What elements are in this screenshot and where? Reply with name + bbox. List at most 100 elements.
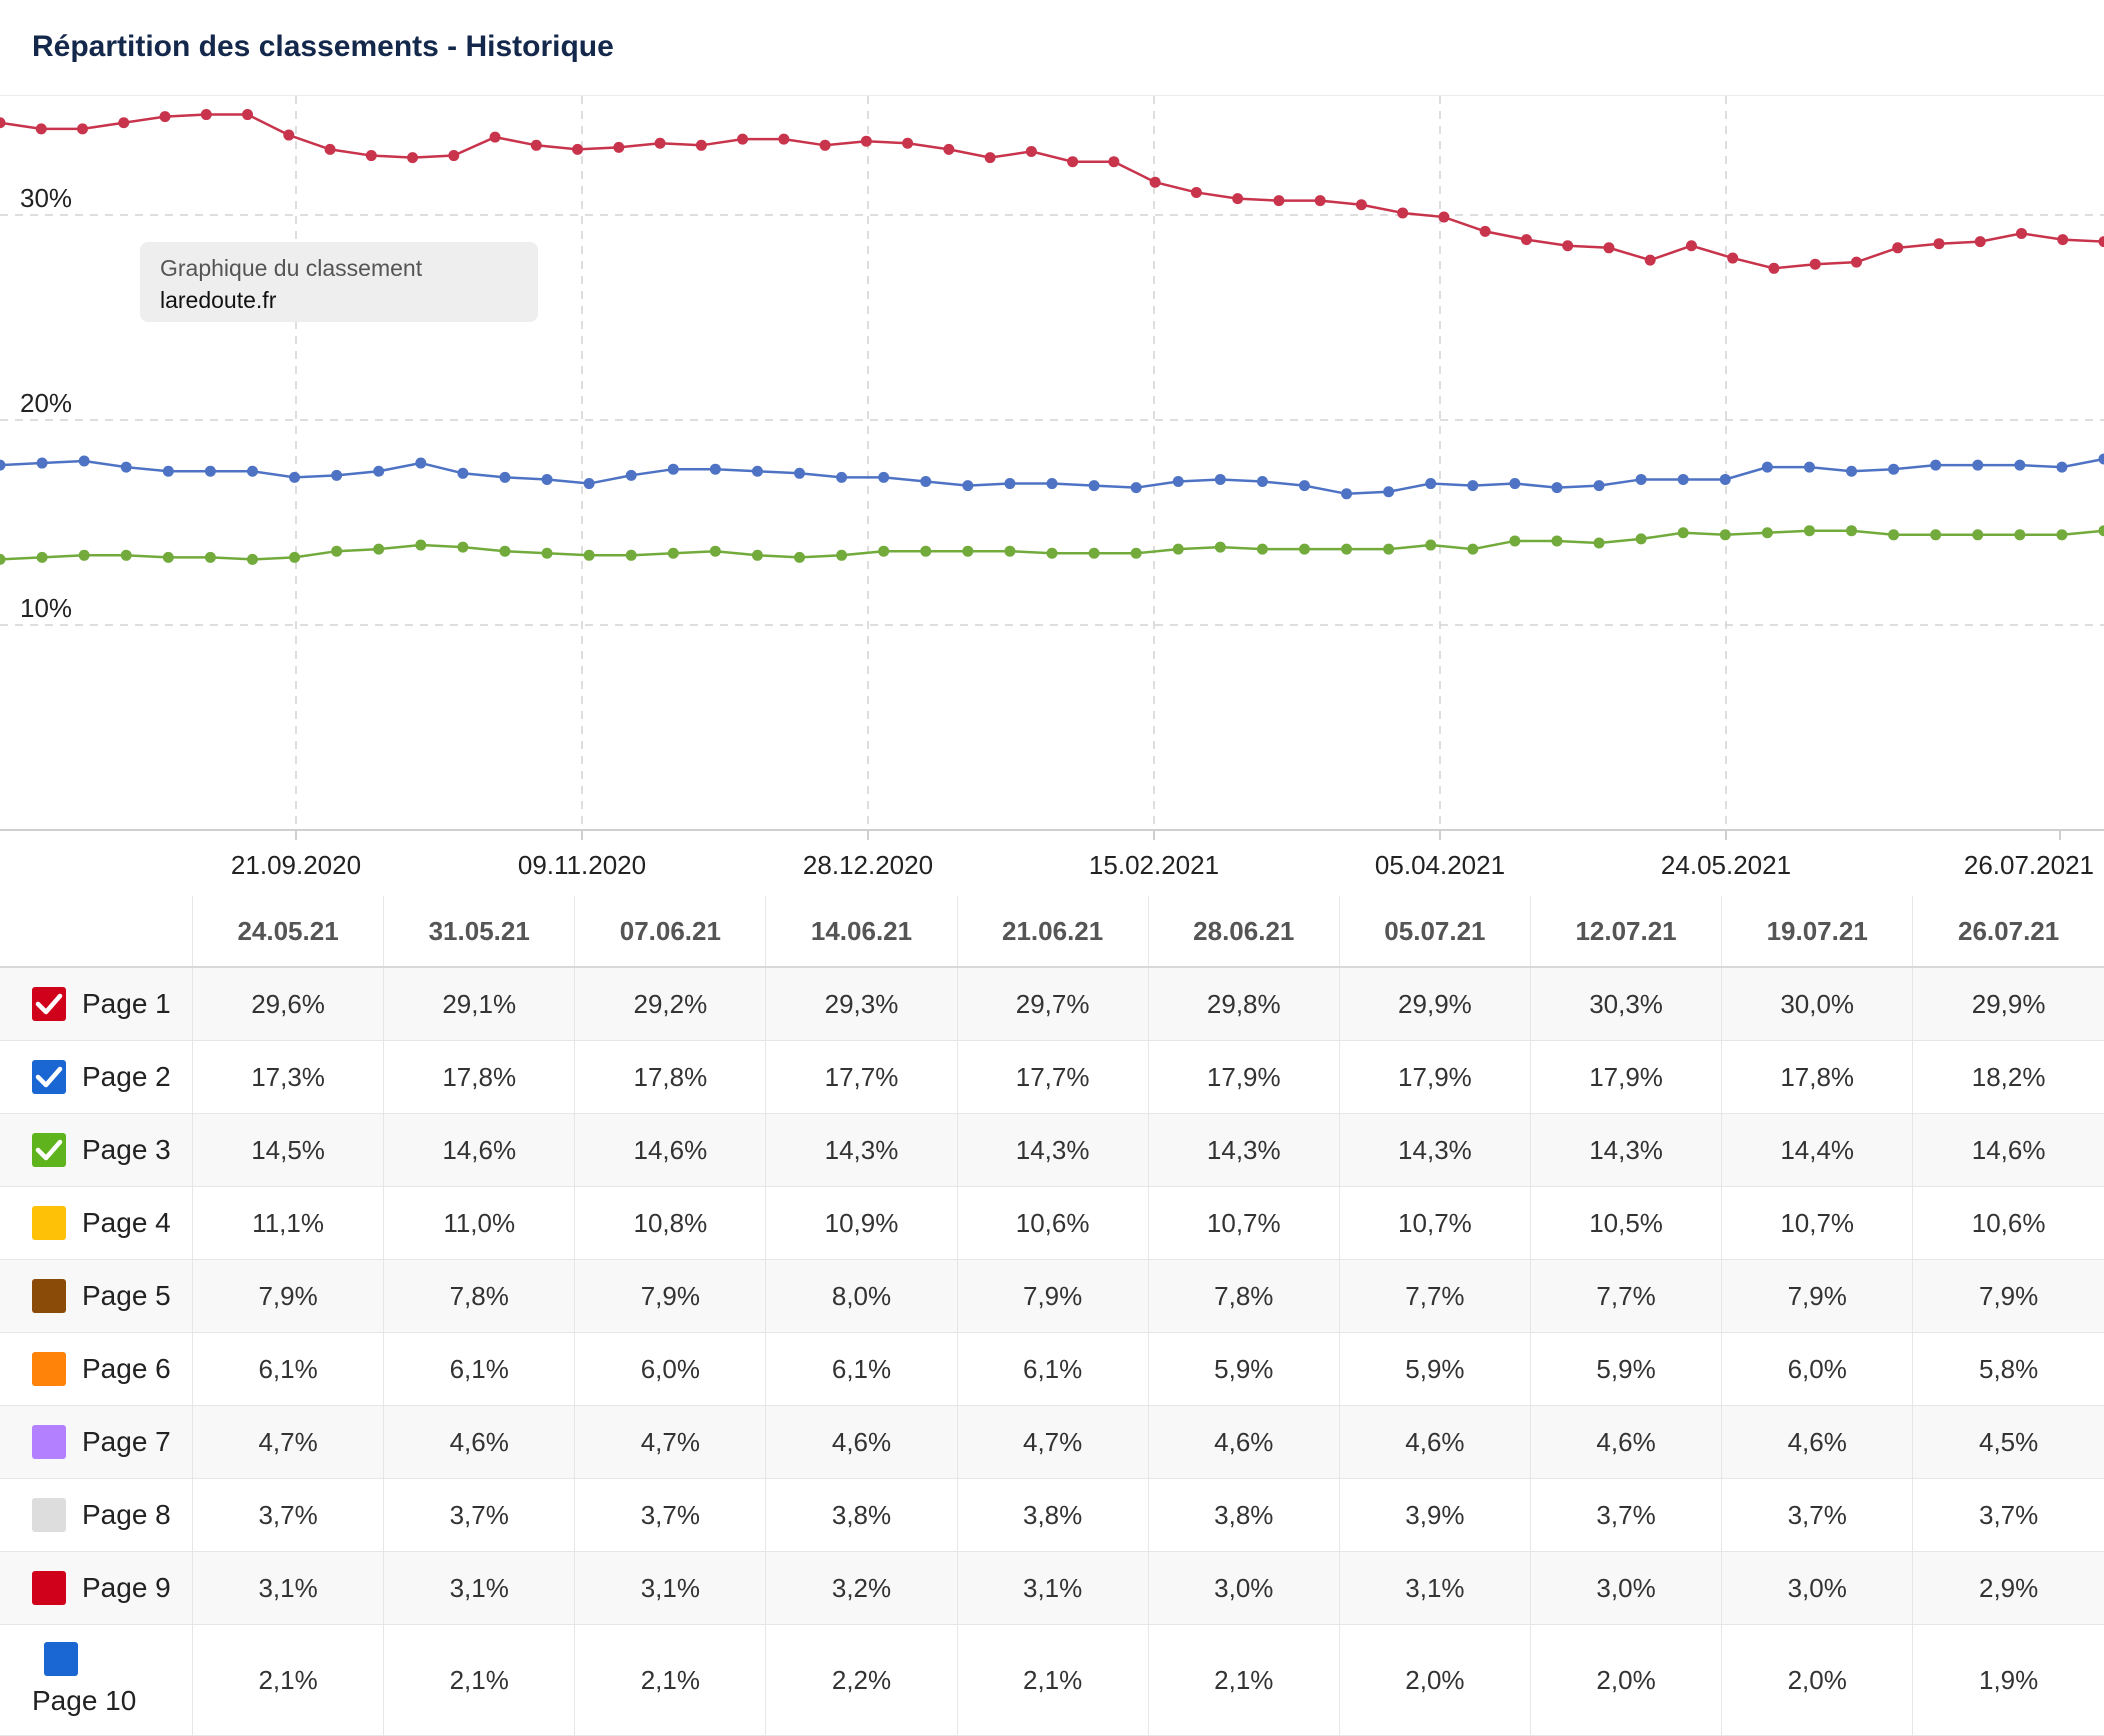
- data-point[interactable]: [778, 134, 789, 145]
- data-point[interactable]: [205, 466, 216, 477]
- data-point[interactable]: [1047, 548, 1058, 559]
- data-point[interactable]: [985, 152, 996, 163]
- data-point[interactable]: [1257, 544, 1268, 555]
- data-point[interactable]: [1273, 195, 1284, 206]
- color-swatch-toggle[interactable]: [32, 1352, 66, 1386]
- data-point[interactable]: [0, 554, 6, 565]
- data-point[interactable]: [407, 152, 418, 163]
- data-point[interactable]: [1467, 480, 1478, 491]
- data-point[interactable]: [1972, 529, 1983, 540]
- data-point[interactable]: [626, 470, 637, 481]
- data-point[interactable]: [1341, 544, 1352, 555]
- data-point[interactable]: [1299, 544, 1310, 555]
- data-point[interactable]: [1299, 480, 1310, 491]
- data-point[interactable]: [79, 456, 90, 467]
- data-point[interactable]: [2099, 525, 2104, 536]
- data-point[interactable]: [373, 544, 384, 555]
- data-point[interactable]: [1930, 529, 1941, 540]
- data-point[interactable]: [415, 540, 426, 551]
- data-point[interactable]: [836, 550, 847, 561]
- data-point[interactable]: [1594, 538, 1605, 549]
- data-point[interactable]: [1551, 535, 1562, 546]
- data-point[interactable]: [37, 458, 48, 469]
- data-point[interactable]: [1004, 478, 1015, 489]
- data-point[interactable]: [1257, 476, 1268, 487]
- data-point[interactable]: [1397, 207, 1408, 218]
- data-point[interactable]: [1720, 529, 1731, 540]
- data-point[interactable]: [289, 552, 300, 563]
- data-point[interactable]: [710, 464, 721, 475]
- data-point[interactable]: [36, 123, 47, 134]
- data-point[interactable]: [1004, 546, 1015, 557]
- data-point[interactable]: [1089, 548, 1100, 559]
- data-point[interactable]: [1636, 533, 1647, 544]
- data-point[interactable]: [1232, 193, 1243, 204]
- data-point[interactable]: [79, 550, 90, 561]
- data-point[interactable]: [499, 472, 510, 483]
- data-point[interactable]: [878, 472, 889, 483]
- data-point[interactable]: [710, 546, 721, 557]
- checkbox-checked-icon[interactable]: [32, 987, 66, 1021]
- data-point[interactable]: [1851, 257, 1862, 268]
- data-point[interactable]: [37, 552, 48, 563]
- data-point[interactable]: [457, 542, 468, 553]
- data-point[interactable]: [2099, 236, 2104, 247]
- color-swatch-toggle[interactable]: [44, 1642, 78, 1676]
- data-point[interactable]: [242, 109, 253, 120]
- data-point[interactable]: [1804, 462, 1815, 473]
- checkbox-checked-icon[interactable]: [32, 1133, 66, 1167]
- data-point[interactable]: [373, 466, 384, 477]
- data-point[interactable]: [1067, 156, 1078, 167]
- data-point[interactable]: [861, 136, 872, 147]
- data-point[interactable]: [584, 550, 595, 561]
- data-point[interactable]: [205, 552, 216, 563]
- data-point[interactable]: [943, 144, 954, 155]
- data-point[interactable]: [289, 472, 300, 483]
- data-point[interactable]: [1026, 146, 1037, 157]
- data-point[interactable]: [448, 150, 459, 161]
- data-point[interactable]: [0, 117, 6, 128]
- data-point[interactable]: [160, 111, 171, 122]
- data-point[interactable]: [2014, 529, 2025, 540]
- data-point[interactable]: [1215, 474, 1226, 485]
- data-point[interactable]: [1467, 544, 1478, 555]
- data-point[interactable]: [1383, 486, 1394, 497]
- data-point[interactable]: [1686, 240, 1697, 251]
- data-point[interactable]: [542, 474, 553, 485]
- data-point[interactable]: [1089, 480, 1100, 491]
- data-point[interactable]: [0, 460, 6, 471]
- data-point[interactable]: [2057, 234, 2068, 245]
- color-swatch-toggle[interactable]: [32, 1206, 66, 1240]
- data-point[interactable]: [77, 123, 88, 134]
- data-point[interactable]: [752, 550, 763, 561]
- data-point[interactable]: [655, 138, 666, 149]
- data-point[interactable]: [1438, 212, 1449, 223]
- data-point[interactable]: [1933, 238, 1944, 249]
- data-point[interactable]: [1425, 540, 1436, 551]
- data-point[interactable]: [283, 130, 294, 141]
- data-point[interactable]: [626, 550, 637, 561]
- data-point[interactable]: [163, 466, 174, 477]
- data-point[interactable]: [1191, 187, 1202, 198]
- data-point[interactable]: [457, 468, 468, 479]
- data-point[interactable]: [1678, 474, 1689, 485]
- data-point[interactable]: [1108, 156, 1119, 167]
- data-point[interactable]: [1173, 476, 1184, 487]
- data-point[interactable]: [1594, 480, 1605, 491]
- data-point[interactable]: [1341, 488, 1352, 499]
- data-point[interactable]: [2056, 529, 2067, 540]
- data-point[interactable]: [1804, 525, 1815, 536]
- data-point[interactable]: [1930, 460, 1941, 471]
- data-point[interactable]: [163, 552, 174, 563]
- data-point[interactable]: [1810, 259, 1821, 270]
- data-point[interactable]: [836, 472, 847, 483]
- data-point[interactable]: [1720, 474, 1731, 485]
- data-point[interactable]: [366, 150, 377, 161]
- data-point[interactable]: [1762, 527, 1773, 538]
- data-point[interactable]: [1047, 478, 1058, 489]
- data-point[interactable]: [542, 548, 553, 559]
- data-point[interactable]: [121, 550, 132, 561]
- data-point[interactable]: [1509, 478, 1520, 489]
- data-point[interactable]: [920, 476, 931, 487]
- data-point[interactable]: [121, 462, 132, 473]
